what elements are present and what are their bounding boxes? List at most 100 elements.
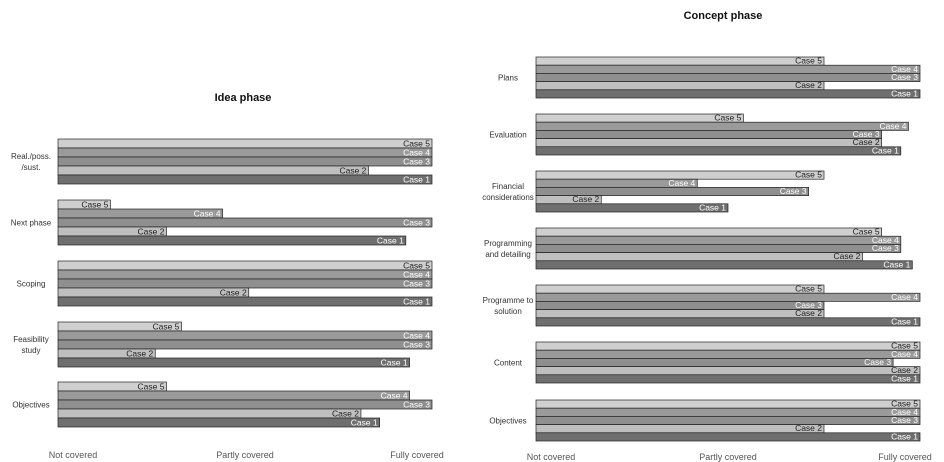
bar-plans-case-3: [535, 73, 921, 82]
bar-label-content-case-4: Case 4: [891, 349, 918, 359]
bar-label-scoping-case-5: Case 5: [403, 260, 430, 270]
bar-objectives-case-4: [57, 390, 410, 401]
bar-objectives-case-3: [535, 416, 921, 425]
bar-objectives-case-5: [535, 399, 921, 409]
bar-label-real-poss-sust-case-1: Case 1: [403, 174, 430, 184]
category-label-feasibility-study: Feasibility study: [13, 335, 49, 355]
bar-label-real-poss-sust-case-2: Case 2: [339, 165, 366, 175]
category-label-programming-and-detailing: Programming and detailing: [484, 239, 532, 259]
bar-label-programme-to-solution-case-4: Case 4: [891, 292, 918, 302]
bar-objectives-case-2: [535, 424, 825, 434]
bar-label-feasibility-study-case-1: Case 1: [381, 357, 408, 367]
bar-label-programming-and-detailing-case-2: Case 2: [833, 251, 860, 261]
x-tick-not-covered: Not covered: [49, 450, 98, 460]
bar-plans-case-5: [535, 56, 825, 66]
chart-title: Idea phase: [215, 92, 272, 104]
bar-real-poss-sust-case-1: [57, 174, 433, 185]
bar-label-real-poss-sust-case-3: Case 3: [403, 156, 430, 166]
bar-label-scoping-case-3: Case 3: [403, 278, 430, 288]
bar-programme-to-solution-case-2: [535, 309, 825, 319]
bar-programming-and-detailing-case-4: [535, 235, 902, 245]
chart-title: Concept phase: [684, 10, 763, 22]
bar-scoping-case-1: [57, 296, 433, 307]
bar-label-evaluation-case-4: Case 4: [880, 121, 907, 131]
bar-label-plans-case-1: Case 1: [891, 88, 918, 98]
bar-label-programme-to-solution-case-3: Case 3: [795, 300, 822, 310]
bar-real-poss-sust-case-3: [57, 156, 433, 167]
bar-objectives-case-4: [535, 407, 921, 417]
bar-scoping-case-5: [57, 260, 433, 271]
bar-label-objectives-case-2: Case 2: [795, 423, 822, 433]
bar-label-content-case-5: Case 5: [891, 341, 918, 351]
bar-label-programming-and-detailing-case-3: Case 3: [872, 243, 899, 253]
bar-evaluation-case-2: [535, 138, 882, 148]
bar-label-programming-and-detailing-case-4: Case 4: [872, 235, 899, 245]
bar-label-scoping-case-2: Case 2: [220, 287, 247, 297]
bar-programming-and-detailing-case-1: [535, 260, 913, 270]
bar-label-financial-considerations-case-1: Case 1: [699, 202, 726, 212]
bar-label-objectives-case-4: Case 4: [381, 390, 408, 400]
bar-label-financial-considerations-case-5: Case 5: [795, 170, 822, 180]
bar-label-scoping-case-4: Case 4: [403, 269, 430, 279]
bar-content-case-4: [535, 349, 921, 359]
bar-label-financial-considerations-case-3: Case 3: [780, 186, 807, 196]
bar-real-poss-sust-case-4: [57, 147, 433, 158]
bar-label-plans-case-4: Case 4: [891, 64, 918, 74]
x-tick-not-covered: Not covered: [527, 452, 576, 462]
category-label-objectives: Objectives: [12, 401, 49, 410]
bar-label-financial-considerations-case-2: Case 2: [572, 194, 599, 204]
bar-label-evaluation-case-5: Case 5: [714, 113, 741, 123]
bar-programme-to-solution-case-5: [535, 284, 825, 294]
bar-label-next-phase-case-3: Case 3: [403, 217, 430, 227]
bar-programme-to-solution-case-4: [535, 292, 921, 302]
category-label-plans: Plans: [498, 74, 518, 83]
bar-objectives-case-1: [57, 417, 380, 428]
bar-label-programming-and-detailing-case-5: Case 5: [853, 227, 880, 237]
bar-feasibility-study-case-4: [57, 330, 433, 341]
category-label-financial-considerations: Financial considerations: [482, 182, 534, 202]
bar-label-next-phase-case-5: Case 5: [81, 199, 108, 209]
bar-plans-case-2: [535, 81, 825, 91]
bar-content-case-1: [535, 374, 921, 384]
bar-label-feasibility-study-case-5: Case 5: [152, 321, 179, 331]
bar-content-case-5: [535, 341, 921, 351]
bar-programme-to-solution-case-1: [535, 317, 921, 327]
bar-label-content-case-1: Case 1: [891, 373, 918, 383]
bar-label-financial-considerations-case-4: Case 4: [668, 178, 695, 188]
x-tick-fully-covered: Fully covered: [878, 452, 932, 462]
category-label-evaluation: Evaluation: [489, 131, 526, 140]
bar-label-objectives-case-5: Case 5: [138, 381, 165, 391]
bar-label-feasibility-study-case-2: Case 2: [126, 348, 153, 358]
bar-label-evaluation-case-1: Case 1: [872, 145, 899, 155]
bar-label-objectives-case-1: Case 1: [351, 417, 378, 427]
bar-financial-considerations-case-3: [535, 187, 809, 196]
bar-label-programme-to-solution-case-1: Case 1: [891, 316, 918, 326]
bar-label-real-poss-sust-case-5: Case 5: [403, 138, 430, 148]
category-label-scoping: Scoping: [17, 280, 46, 289]
bar-objectives-case-3: [57, 399, 433, 410]
bar-label-programme-to-solution-case-2: Case 2: [795, 308, 822, 318]
bar-real-poss-sust-case-2: [57, 165, 369, 176]
bar-label-objectives-case-3: Case 3: [403, 399, 430, 409]
bar-evaluation-case-3: [535, 130, 882, 139]
bar-feasibility-study-case-1: [57, 357, 410, 368]
bar-financial-considerations-case-1: [535, 203, 729, 213]
bar-programming-and-detailing-case-2: [535, 252, 863, 262]
bar-label-plans-case-5: Case 5: [795, 56, 822, 66]
bar-evaluation-case-5: [535, 113, 744, 123]
bar-evaluation-case-1: [535, 146, 902, 156]
bar-feasibility-study-case-3: [57, 339, 433, 350]
bar-plans-case-4: [535, 64, 921, 74]
category-label-content: Content: [494, 359, 523, 368]
bar-label-programme-to-solution-case-5: Case 5: [795, 284, 822, 294]
bar-label-objectives-case-3: Case 3: [891, 415, 918, 425]
x-tick-fully-covered: Fully covered: [390, 450, 444, 460]
bar-label-programming-and-detailing-case-1: Case 1: [883, 259, 910, 269]
x-tick-partly-covered: Partly covered: [216, 450, 274, 460]
bar-content-case-2: [535, 366, 921, 376]
bar-programming-and-detailing-case-5: [535, 227, 882, 237]
bar-label-feasibility-study-case-3: Case 3: [403, 339, 430, 349]
